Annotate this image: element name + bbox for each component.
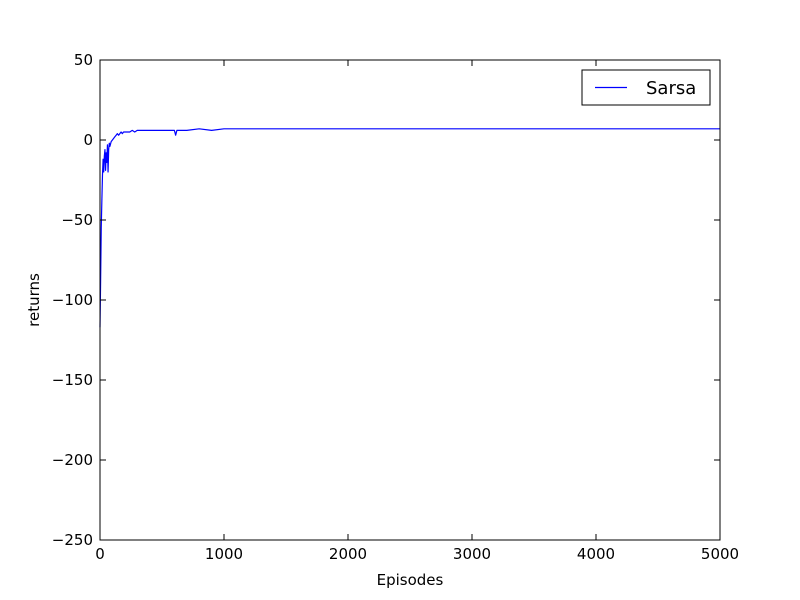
- y-axis-title: returns: [25, 273, 43, 327]
- series-layer: [99, 128, 720, 328]
- x-axis: 0 1000 2000 3000 4000 5000: [95, 60, 739, 563]
- x-axis-title: Episodes: [377, 571, 444, 589]
- legend: Sarsa: [581, 69, 711, 106]
- x-tick-label: 1000: [205, 545, 243, 563]
- x-tick-label: 2000: [329, 545, 367, 563]
- y-tick-label: −250: [52, 531, 93, 549]
- y-axis: 50 0 −50 −100 −150 −200 −250: [52, 51, 720, 549]
- y-tick-label: −200: [52, 451, 93, 469]
- legend-label-sarsa: Sarsa: [646, 78, 696, 99]
- y-tick-label: 50: [74, 51, 93, 69]
- x-tick-label: 5000: [701, 545, 739, 563]
- y-tick-label: −150: [52, 371, 93, 389]
- x-tick-label: 3000: [453, 545, 491, 563]
- x-tick-label: 4000: [577, 545, 615, 563]
- y-tick-label: −50: [61, 211, 93, 229]
- y-tick-label: −100: [52, 291, 93, 309]
- plot-frame: [99, 59, 721, 541]
- y-tick-label: 0: [83, 131, 93, 149]
- series-line-sarsa: [99, 128, 720, 328]
- x-tick-label: 0: [95, 545, 105, 563]
